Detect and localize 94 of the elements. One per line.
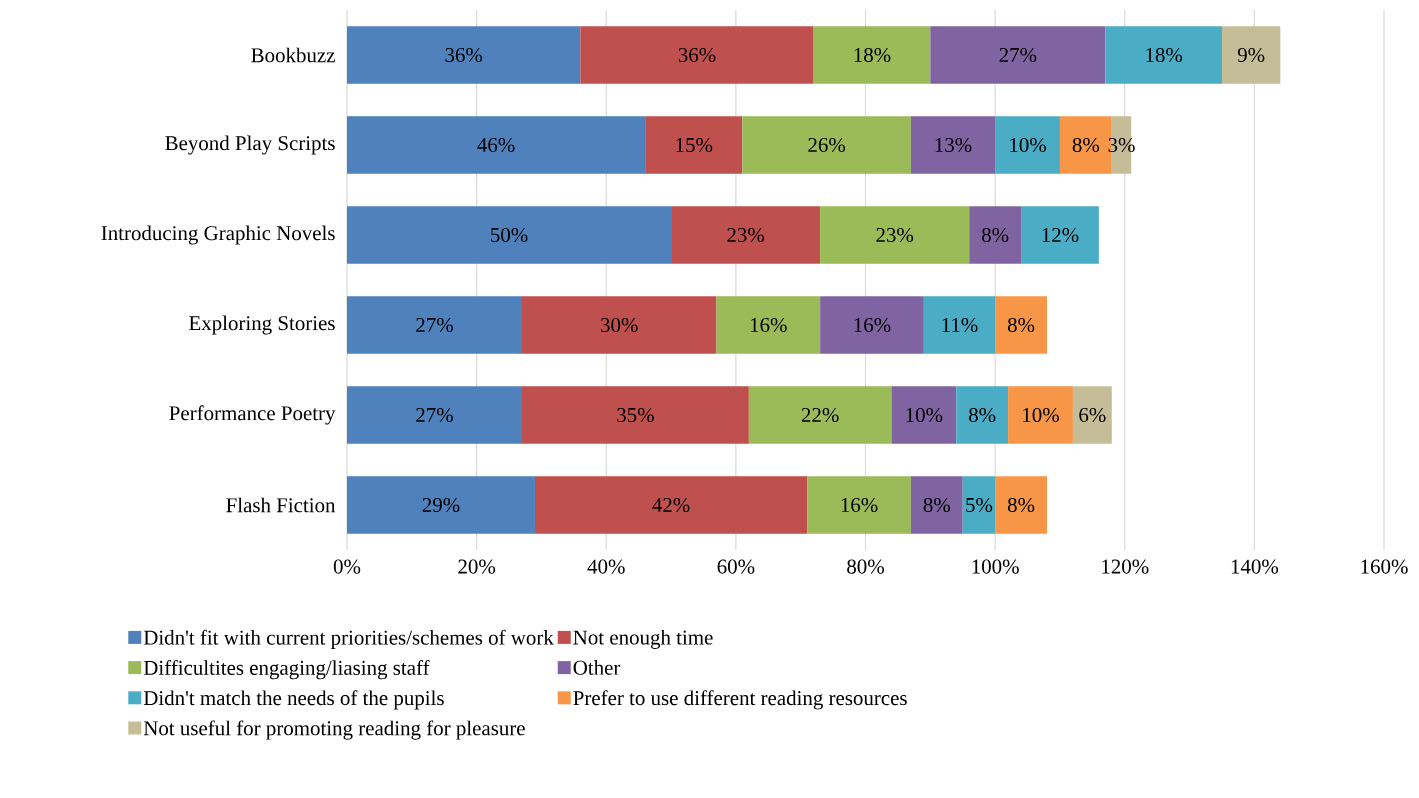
data-label: 18%: [1146, 47, 1183, 63]
data-label: 42%: [652, 497, 690, 513]
x-tick-label: 80%: [847, 559, 884, 574]
x-tick-label: 140%: [1231, 559, 1279, 574]
data-label: 23%: [727, 227, 765, 243]
legend-label: Didn't fit with current priorities/schemes of work: [143, 629, 554, 649]
data-label: 6%: [1079, 407, 1106, 423]
bar: [347, 116, 646, 174]
y-tick-label: Performance Poetry: [169, 405, 336, 425]
legend-label: Didn't match the needs of the pupils: [143, 690, 444, 710]
data-label: 50%: [491, 227, 528, 243]
bar: [742, 116, 911, 174]
bar: [580, 26, 814, 84]
bar: [347, 296, 522, 354]
data-label: 27%: [999, 47, 1037, 63]
bar: [891, 386, 957, 444]
bar: [1072, 386, 1112, 444]
bar: [995, 296, 1047, 354]
bar: [923, 296, 996, 354]
bar: [1008, 386, 1073, 444]
data-label: 16%: [854, 317, 891, 333]
y-tick-label: Flash Fiction: [226, 497, 336, 513]
bar: [534, 476, 808, 534]
data-label: 8%: [969, 407, 996, 423]
data-label: 30%: [601, 317, 638, 333]
bar: [347, 386, 522, 444]
data-label: 11%: [942, 317, 978, 333]
bar: [347, 26, 581, 84]
data-label: 26%: [808, 137, 846, 153]
x-tick-label: 20%: [458, 559, 496, 574]
data-label: 29%: [422, 497, 460, 513]
data-label: 16%: [841, 497, 878, 513]
bar: [748, 386, 892, 444]
x-tick-label: 100%: [972, 559, 1019, 574]
y-tick-label: Introducing Graphic Novels: [101, 225, 335, 245]
x-tick-label: 160%: [1361, 559, 1408, 574]
bar: [930, 26, 1106, 84]
data-label: 10%: [1010, 137, 1047, 153]
data-label: 12%: [1042, 227, 1079, 243]
data-label: 15%: [676, 137, 713, 153]
bar: [645, 116, 743, 174]
bar: [522, 386, 749, 444]
y-tick-label: Exploring Stories: [189, 315, 335, 335]
bar: [969, 206, 1022, 264]
bar: [807, 476, 911, 534]
data-label: 46%: [477, 137, 515, 153]
bar: [995, 476, 1047, 534]
data-label: 9%: [1237, 47, 1265, 63]
legend-label: Difficultites engaging/liasing staff: [143, 659, 430, 680]
data-label: 10%: [1023, 407, 1059, 423]
bar: [910, 116, 996, 174]
data-label: 13%: [935, 137, 972, 153]
data-label: 8%: [923, 497, 951, 513]
data-label: 27%: [416, 407, 453, 423]
y-tick-label: Bookbuzz: [251, 47, 335, 63]
y-tick-label: Beyond Play Scripts: [165, 135, 335, 155]
x-tick-label: 40%: [587, 559, 625, 574]
bar: [671, 206, 821, 264]
bar: [1221, 26, 1281, 84]
bar: [1021, 206, 1099, 264]
data-label: 10%: [906, 407, 943, 423]
data-label: 22%: [801, 407, 839, 423]
x-tick-label: 120%: [1102, 559, 1149, 574]
bar: [995, 116, 1060, 174]
bar: [347, 206, 672, 264]
data-label: 23%: [876, 227, 914, 243]
legend-label: Prefer to use different reading resources: [573, 690, 907, 710]
bar: [910, 476, 963, 534]
data-label: 3%: [1108, 137, 1135, 153]
x-tick-label: 60%: [717, 559, 755, 574]
legend-label: Not enough time: [573, 629, 713, 649]
data-label: 8%: [1072, 137, 1100, 153]
bar: [820, 296, 924, 354]
bar: [820, 206, 970, 264]
x-tick-label: 0%: [333, 559, 361, 574]
data-label: 8%: [1007, 317, 1035, 333]
data-label: 5%: [966, 497, 993, 513]
data-label: 36%: [678, 47, 716, 63]
legend-label: Other: [573, 660, 621, 675]
bar: [962, 476, 996, 534]
data-label: 8%: [981, 227, 1009, 243]
bar: [813, 26, 931, 84]
bar: [716, 296, 821, 354]
bar: [347, 476, 535, 534]
data-label: 27%: [416, 317, 453, 333]
bar: [956, 386, 1009, 444]
legend-label: Not useful for promoting reading for pleasure: [143, 720, 525, 740]
data-label: 8%: [1007, 497, 1035, 513]
data-label: 36%: [445, 47, 483, 63]
bar: [522, 296, 717, 354]
bar: [1105, 26, 1222, 84]
data-label: 18%: [854, 47, 891, 63]
data-label: 35%: [617, 407, 654, 423]
data-label: 16%: [750, 317, 787, 333]
